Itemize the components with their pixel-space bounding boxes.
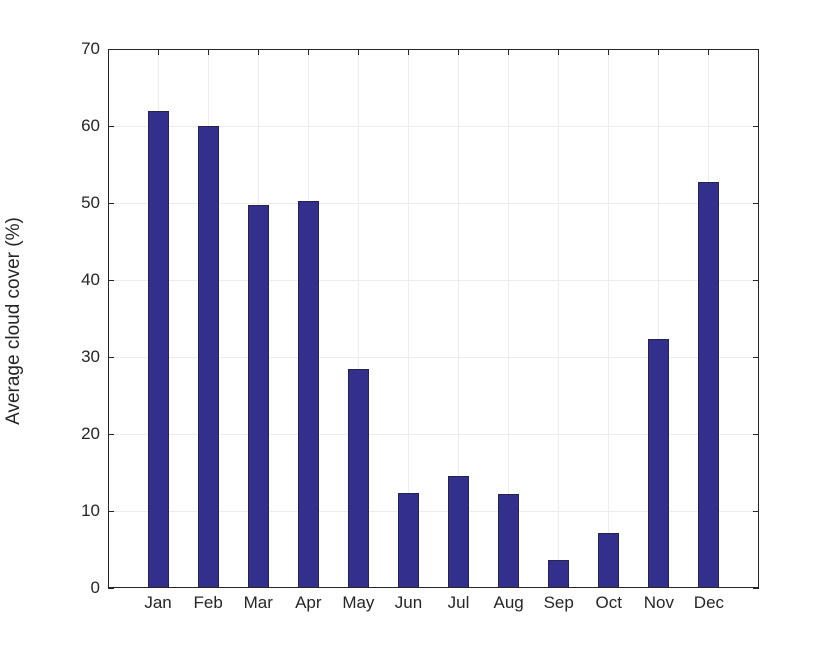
bar-nov bbox=[648, 339, 670, 588]
y-tick-label: 10 bbox=[81, 501, 100, 520]
x-tick-label: Feb bbox=[193, 593, 223, 612]
y-tick-mark bbox=[753, 510, 759, 512]
x-tick-label: Aug bbox=[493, 593, 524, 612]
y-tick-mark bbox=[108, 202, 114, 204]
y-tick-mark bbox=[108, 433, 114, 435]
v-gridline bbox=[558, 49, 560, 588]
bar-jun bbox=[397, 493, 419, 588]
x-tick-label: Oct bbox=[595, 593, 622, 612]
v-gridline bbox=[508, 49, 510, 588]
y-tick-label: 0 bbox=[90, 578, 100, 597]
x-tick-mark bbox=[407, 49, 409, 55]
x-tick-mark bbox=[307, 49, 309, 55]
x-tick-label: Jul bbox=[447, 593, 470, 612]
plot-area bbox=[108, 48, 759, 589]
bar-sep bbox=[548, 560, 570, 588]
x-tick-mark bbox=[357, 49, 359, 55]
y-tick-mark bbox=[108, 125, 114, 127]
h-gridline bbox=[108, 202, 759, 204]
y-tick-mark bbox=[753, 356, 759, 358]
x-tick-mark bbox=[608, 49, 610, 55]
y-tick-label: 60 bbox=[81, 116, 100, 135]
x-tick-mark bbox=[207, 49, 209, 55]
h-gridline bbox=[108, 433, 759, 435]
bar-feb bbox=[197, 126, 219, 588]
v-gridline bbox=[608, 49, 610, 588]
y-tick-mark bbox=[753, 587, 759, 589]
x-tick-label: May bbox=[342, 593, 375, 612]
bar-apr bbox=[297, 201, 319, 588]
v-gridline bbox=[407, 49, 409, 588]
h-gridline bbox=[108, 356, 759, 358]
y-tick-label: 20 bbox=[81, 424, 100, 443]
h-gridline bbox=[108, 125, 759, 127]
x-tick-label: Jun bbox=[394, 593, 423, 612]
bar-mar bbox=[247, 205, 269, 588]
y-tick-label: 40 bbox=[81, 270, 100, 289]
v-gridline bbox=[458, 49, 460, 588]
y-tick-mark bbox=[753, 279, 759, 281]
bar-jul bbox=[448, 476, 470, 588]
y-tick-mark bbox=[753, 202, 759, 204]
x-tick-mark bbox=[658, 49, 660, 55]
x-tick-label: Mar bbox=[243, 593, 273, 612]
h-gridline bbox=[108, 510, 759, 512]
y-axis-label: Average cloud cover (%) bbox=[3, 217, 24, 425]
x-tick-mark bbox=[257, 49, 259, 55]
v-gridline bbox=[357, 49, 359, 588]
x-tick-label: Jan bbox=[144, 593, 172, 612]
x-tick-mark bbox=[558, 49, 560, 55]
x-tick-label: Sep bbox=[543, 593, 574, 612]
y-tick-mark bbox=[108, 279, 114, 281]
y-tick-label: 50 bbox=[81, 193, 100, 212]
y-tick-mark bbox=[108, 356, 114, 358]
bar-oct bbox=[598, 533, 620, 588]
bar-jan bbox=[147, 111, 169, 588]
y-tick-mark bbox=[108, 48, 114, 50]
x-tick-label: Dec bbox=[693, 593, 725, 612]
y-tick-mark bbox=[108, 587, 114, 589]
h-gridline bbox=[108, 279, 759, 281]
v-gridline bbox=[658, 49, 660, 588]
y-tick-label: 70 bbox=[81, 39, 100, 58]
x-tick-label: Nov bbox=[643, 593, 674, 612]
bar-aug bbox=[498, 494, 520, 588]
y-tick-label: 30 bbox=[81, 347, 100, 366]
y-tick-mark bbox=[753, 48, 759, 50]
x-tick-mark bbox=[458, 49, 460, 55]
y-tick-mark bbox=[108, 510, 114, 512]
y-tick-mark bbox=[753, 125, 759, 127]
x-tick-mark bbox=[157, 49, 159, 55]
bar-may bbox=[347, 369, 369, 588]
y-tick-mark bbox=[753, 433, 759, 435]
x-tick-label: Apr bbox=[295, 593, 322, 612]
x-tick-mark bbox=[508, 49, 510, 55]
bar-dec bbox=[698, 182, 720, 588]
x-tick-mark bbox=[708, 49, 710, 55]
